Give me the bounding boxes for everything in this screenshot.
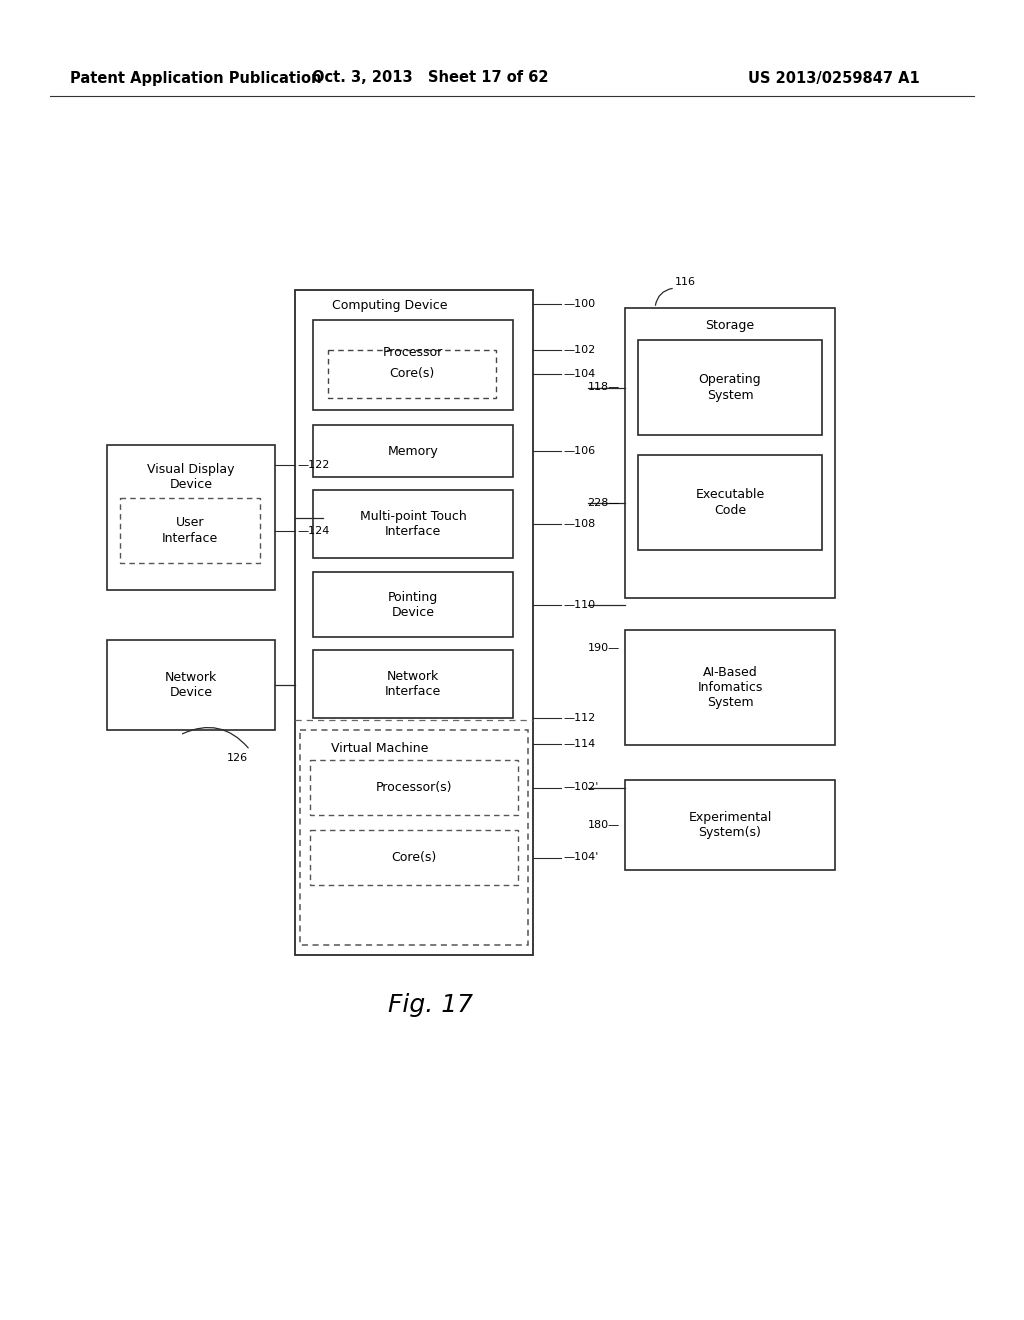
Text: Processor: Processor: [383, 346, 443, 359]
Text: Oct. 3, 2013   Sheet 17 of 62: Oct. 3, 2013 Sheet 17 of 62: [311, 70, 548, 86]
Text: AI-Based
Infomatics
System: AI-Based Infomatics System: [697, 667, 763, 709]
Text: 180—: 180—: [588, 820, 620, 830]
Text: Processor(s): Processor(s): [376, 781, 453, 795]
Bar: [310, 830, 518, 884]
Text: 190—: 190—: [588, 643, 620, 653]
Text: —112: —112: [563, 713, 595, 723]
Text: Network
Interface: Network Interface: [385, 671, 441, 698]
Text: —108: —108: [563, 519, 595, 529]
Text: —102': —102': [563, 783, 598, 792]
Text: User
Interface: User Interface: [162, 516, 218, 544]
Text: Visual Display
Device: Visual Display Device: [147, 463, 234, 491]
Bar: [625, 780, 835, 870]
Text: Core(s): Core(s): [389, 367, 434, 380]
Text: Multi-point Touch
Interface: Multi-point Touch Interface: [359, 510, 466, 539]
Bar: [313, 425, 513, 477]
Text: Network
Device: Network Device: [165, 671, 217, 700]
Text: Storage: Storage: [706, 319, 755, 333]
Bar: [300, 730, 528, 945]
Text: 116: 116: [675, 277, 695, 286]
Bar: [313, 572, 513, 638]
Bar: [106, 640, 275, 730]
Bar: [328, 350, 496, 399]
Bar: [295, 290, 534, 954]
Text: —114: —114: [563, 739, 595, 748]
Bar: [310, 760, 518, 814]
Bar: [638, 455, 822, 550]
Bar: [625, 308, 835, 598]
Text: 118—: 118—: [588, 383, 620, 392]
Bar: [625, 630, 835, 744]
Text: —106: —106: [563, 446, 595, 455]
Text: Patent Application Publication: Patent Application Publication: [70, 70, 322, 86]
Bar: [313, 490, 513, 558]
Text: Virtual Machine: Virtual Machine: [332, 742, 429, 755]
Text: US 2013/0259847 A1: US 2013/0259847 A1: [749, 70, 920, 86]
Text: —104': —104': [563, 853, 598, 862]
Text: Experimental
System(s): Experimental System(s): [688, 810, 772, 840]
Text: 126: 126: [226, 752, 248, 763]
Bar: [313, 319, 513, 411]
Text: Memory: Memory: [388, 445, 438, 458]
Text: —102: —102: [563, 345, 595, 355]
Text: —104: —104: [563, 370, 595, 379]
Text: —122: —122: [297, 459, 330, 470]
Bar: [638, 341, 822, 436]
Text: Executable
Code: Executable Code: [695, 488, 765, 516]
Bar: [106, 445, 275, 590]
Text: Fig. 17: Fig. 17: [387, 993, 472, 1016]
Text: —110: —110: [563, 599, 595, 610]
Bar: [313, 649, 513, 718]
Text: 228—: 228—: [588, 498, 620, 507]
Bar: [120, 498, 260, 564]
Text: Operating
System: Operating System: [698, 374, 761, 401]
Text: —100: —100: [563, 300, 595, 309]
Text: Core(s): Core(s): [391, 851, 436, 865]
Text: Computing Device: Computing Device: [332, 300, 447, 313]
Text: —124: —124: [297, 525, 330, 536]
Text: Pointing
Device: Pointing Device: [388, 590, 438, 619]
